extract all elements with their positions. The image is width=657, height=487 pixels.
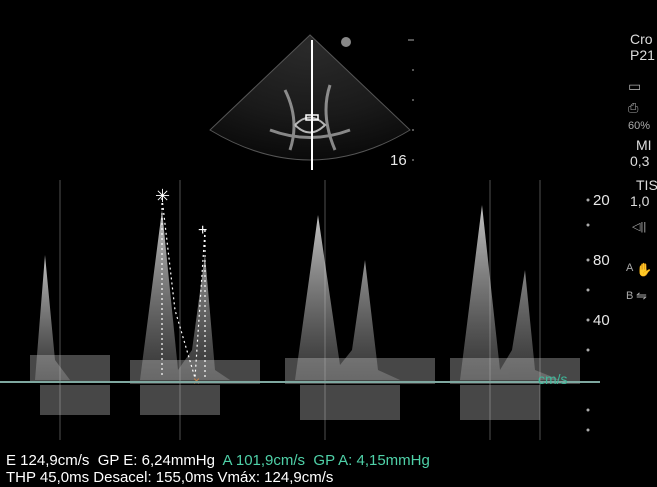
- probe-name: Cro: [630, 31, 653, 47]
- gp-a: GP A: 4,15mmHg: [313, 452, 430, 469]
- scale-tick-label: 40: [593, 312, 610, 329]
- tis-label: TIS: [636, 177, 657, 193]
- a-velocity: A 101,9cm/s: [222, 452, 306, 469]
- echo-sector-image: [209, 34, 414, 170]
- marker-b: B: [626, 290, 634, 302]
- depth-label: 16: [390, 152, 407, 169]
- hand-icon: ✋: [636, 262, 653, 277]
- doppler-spectrum: ✳ + ×: [0, 180, 600, 440]
- printer-icon: ⎙: [628, 100, 639, 115]
- gp-e: GP E: 6,24mmHg: [97, 452, 215, 469]
- e-velocity: E 124,9cm/s: [6, 452, 90, 469]
- orientation-dot: [341, 37, 351, 47]
- velocity-unit-label: cm/s: [538, 371, 568, 387]
- measurement-readout: E 124,9cm/s GP E: 6,24mmHg A 101,9cm/s G…: [6, 452, 430, 486]
- marker-a: A: [626, 262, 634, 274]
- scale-tick-label: 20: [593, 192, 610, 209]
- preset-name: P21: [630, 47, 655, 63]
- spectral-waveform: [35, 205, 560, 380]
- sample-gate[interactable]: [305, 114, 319, 121]
- mi-label: MI: [636, 137, 652, 153]
- tis-value: 1,0: [630, 193, 650, 209]
- scale-tick-label: 80: [593, 252, 610, 269]
- mi-value: 0,3: [630, 153, 650, 169]
- probe-icon: ▭: [628, 78, 642, 94]
- e-wave-marker[interactable]: ✳: [155, 186, 170, 206]
- vmax-value: Vmáx: 124,9cm/s: [217, 469, 334, 486]
- thp-value: THP 45,0ms: [6, 469, 90, 486]
- measurement-lines: [161, 197, 206, 379]
- a-wave-marker[interactable]: +: [198, 222, 207, 239]
- link-icon: ⇋: [636, 288, 647, 303]
- decel-value: Desacel: 155,0ms: [93, 469, 214, 486]
- sector-fan: [209, 34, 411, 161]
- power-percent: 60%: [628, 120, 651, 132]
- volume-icon: ◁||: [632, 221, 647, 233]
